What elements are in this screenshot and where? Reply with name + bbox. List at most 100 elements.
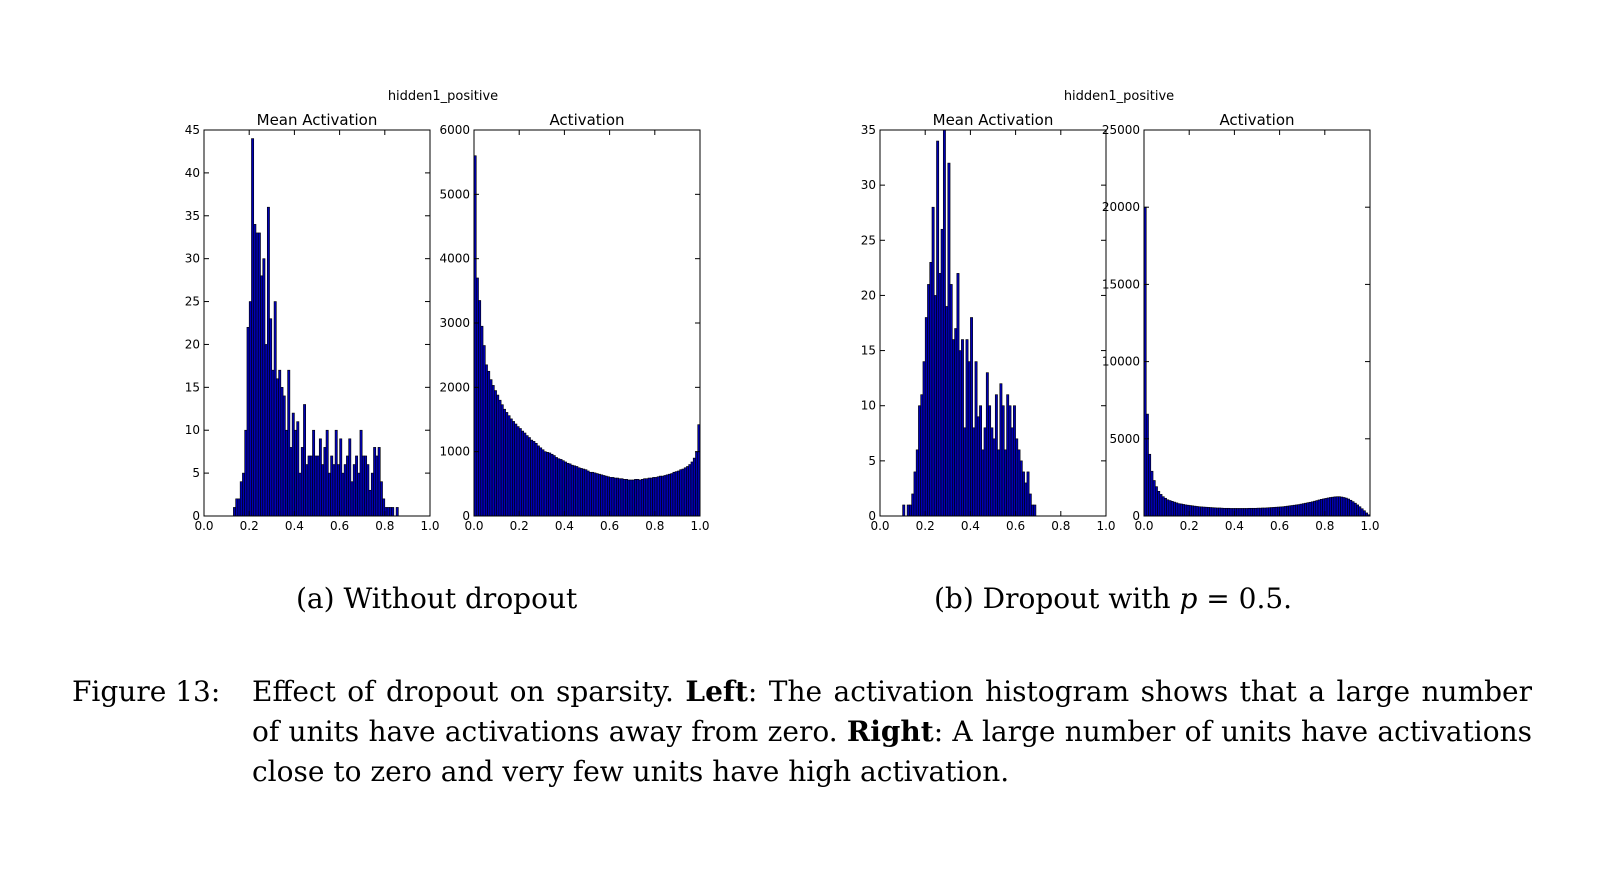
histogram-bar [902,504,906,517]
histogram-bar [1238,508,1242,517]
x-tick-label: 0.6 [1270,519,1289,533]
histogram-bar [557,458,561,517]
histogram-bar [915,449,919,517]
histogram-bar [1204,506,1208,517]
histogram-bar [1256,507,1260,517]
histogram-bar [1270,507,1274,517]
histogram-bar [1222,507,1226,517]
histogram-bar [1313,500,1317,517]
histogram-bar [1292,504,1296,517]
histogram-bar [1200,506,1204,517]
y-tick-label: 45 [185,123,200,137]
histogram-bar [1288,505,1292,517]
histogram-bar [561,460,565,517]
histogram-bar [985,372,989,517]
histogram-bar [1247,507,1251,517]
histogram-bar [688,464,692,517]
histogram-bar [577,467,581,517]
histogram-bar [1254,507,1258,517]
y-tick-label: 15000 [1102,277,1140,291]
histogram-bar [625,479,628,517]
y-tick-label: 6000 [439,123,470,137]
histogram-bar [1245,508,1249,517]
axes-frame [1143,129,1371,517]
histogram-bar [1299,503,1303,517]
histogram-bar [690,461,694,517]
histogram-bar [942,129,946,517]
histogram-bar [246,326,250,517]
caption-text-1: Effect of dropout on sparsity. [252,675,686,708]
histogram-bar [686,466,690,517]
histogram-bar [328,472,331,517]
histogram-bar [972,427,976,517]
histogram-bar [307,455,311,517]
histogram-bar [289,447,293,517]
histogram-bar [521,430,525,517]
histogram-bar [1301,503,1305,517]
histogram-bar [1175,502,1179,517]
histogram-bar [681,468,685,517]
histogram-bar [552,455,556,517]
histogram-bar [475,277,479,517]
histogram-bar [954,328,958,517]
histogram-bar [929,262,933,517]
histogram-bar [638,479,642,517]
histogram-bar [607,476,610,517]
histogram-bar [611,477,615,517]
histogram-bar [604,475,608,517]
x-tick-label: 0.8 [1051,519,1070,533]
histogram-bar [352,464,356,517]
subcaption-a: (a) Without dropout [296,582,578,615]
y-tick-label: 40 [185,166,200,180]
histogram-bar [649,477,653,517]
histogram-bar [981,449,985,517]
histogram-bar [1326,497,1330,517]
histogram-bar [931,206,935,517]
histogram-bar [370,472,374,517]
histogram-bar [600,474,604,517]
histogram-bar [613,477,617,517]
bars [1143,206,1371,517]
histogram-bar [1170,501,1174,517]
y-tick-label: 0 [462,509,470,523]
histogram-bar [616,477,619,517]
histogram-bar [1145,413,1149,517]
x-tick-label: 0.0 [870,519,889,533]
histogram-bar [1033,504,1037,517]
histogram-bar [539,447,543,517]
histogram-bar [1191,505,1195,517]
histogram-bar [555,457,558,517]
histogram-bar [949,284,953,517]
histogram-bar [296,421,300,517]
histogram-bar [1344,497,1348,517]
histogram-bar [548,452,552,517]
histogram-a-mean-activation: Mean Activation 0 5 10 15 20 25 30 35 40 45 0.0 0.2 0… [185,111,440,533]
histogram-bar [323,447,327,517]
histogram-bar [512,421,515,517]
histogram-bar [1216,507,1219,517]
y-tick-label: 5 [192,466,200,480]
histogram-bar [1315,500,1319,517]
histogram-bar [976,416,980,517]
histogram-bar [525,435,529,517]
histogram-bar [974,361,978,517]
histogram-bar [622,479,626,517]
histogram-bar [1148,453,1152,517]
histogram-bar [656,476,660,517]
histogram-bar [494,390,497,517]
histogram-bar [659,475,662,517]
histogram-bar [1258,507,1262,517]
histogram-bar [550,453,554,517]
histogram-bar [500,404,504,517]
histogram-bar [1249,507,1253,517]
histogram-bar [314,455,318,517]
histogram-bar [321,464,325,517]
histogram-bar [992,438,996,517]
histogram-bar [1154,486,1158,517]
histogram-bar [1006,394,1010,517]
histogram-bar [692,457,696,517]
histogram-bar [940,228,944,517]
y-tick-label: 25 [861,233,876,247]
x-tick-label: 0.2 [1180,519,1199,533]
histogram-bar [491,385,495,517]
